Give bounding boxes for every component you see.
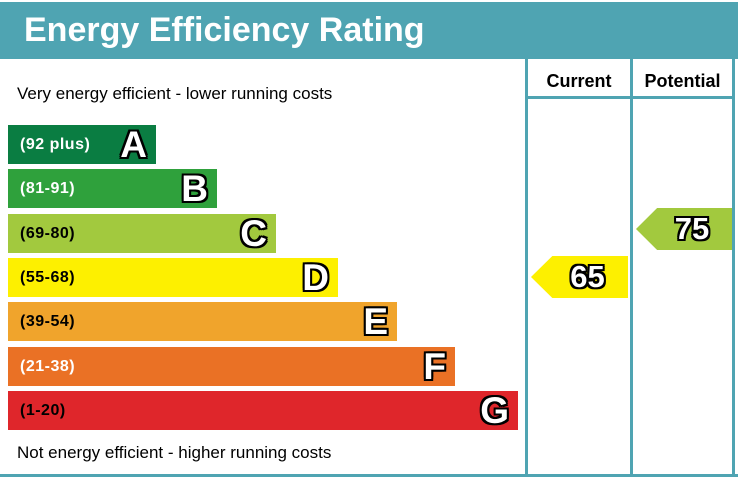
header-underline [525, 96, 735, 99]
band-a-grade-letter: A [120, 124, 147, 165]
band-b-grade-letter: B [181, 168, 208, 209]
potential-rating-value: 75 [674, 211, 710, 246]
potential-column-header: Potential [644, 71, 721, 91]
top-caption: Very energy efficient - lower running co… [17, 84, 333, 103]
bottom-caption: Not energy efficient - higher running co… [17, 443, 332, 462]
band-row-d: (55-68) D [8, 258, 338, 297]
bottom-border [0, 474, 738, 477]
band-d-grade-letter: D [302, 257, 329, 298]
band-row-g: (1-20) G [8, 391, 518, 430]
band-row-c: (69-80) C [8, 214, 276, 253]
page-title: Energy Efficiency Rating [0, 2, 738, 59]
potential-rating-arrow: 75 [636, 208, 732, 250]
band-c-grade-letter: C [240, 213, 267, 254]
band-f-range-label: (21-38) [20, 357, 76, 375]
current-column-right-border [630, 59, 633, 477]
band-row-f: (21-38) F [8, 347, 455, 386]
current-rating-arrow: 65 [531, 256, 628, 298]
band-g-range-label: (1-20) [20, 401, 66, 419]
band-a-range-label: (92 plus) [20, 135, 91, 153]
band-e-grade-letter: E [363, 301, 388, 342]
band-row-a: (92 plus) A [8, 125, 156, 164]
band-d-range-label: (55-68) [20, 268, 76, 286]
current-column-left-border [525, 59, 528, 477]
current-column-header: Current [546, 71, 612, 91]
potential-column-right-border [732, 59, 735, 477]
band-g-grade-letter: G [480, 390, 509, 431]
band-c-range-label: (69-80) [20, 224, 76, 242]
band-f-grade-letter: F [423, 346, 446, 387]
band-e-range-label: (39-54) [20, 312, 76, 330]
current-rating-value: 65 [570, 259, 605, 294]
band-b-range-label: (81-91) [20, 179, 76, 197]
band-row-e: (39-54) E [8, 302, 397, 341]
band-row-b: (81-91) B [8, 169, 217, 208]
